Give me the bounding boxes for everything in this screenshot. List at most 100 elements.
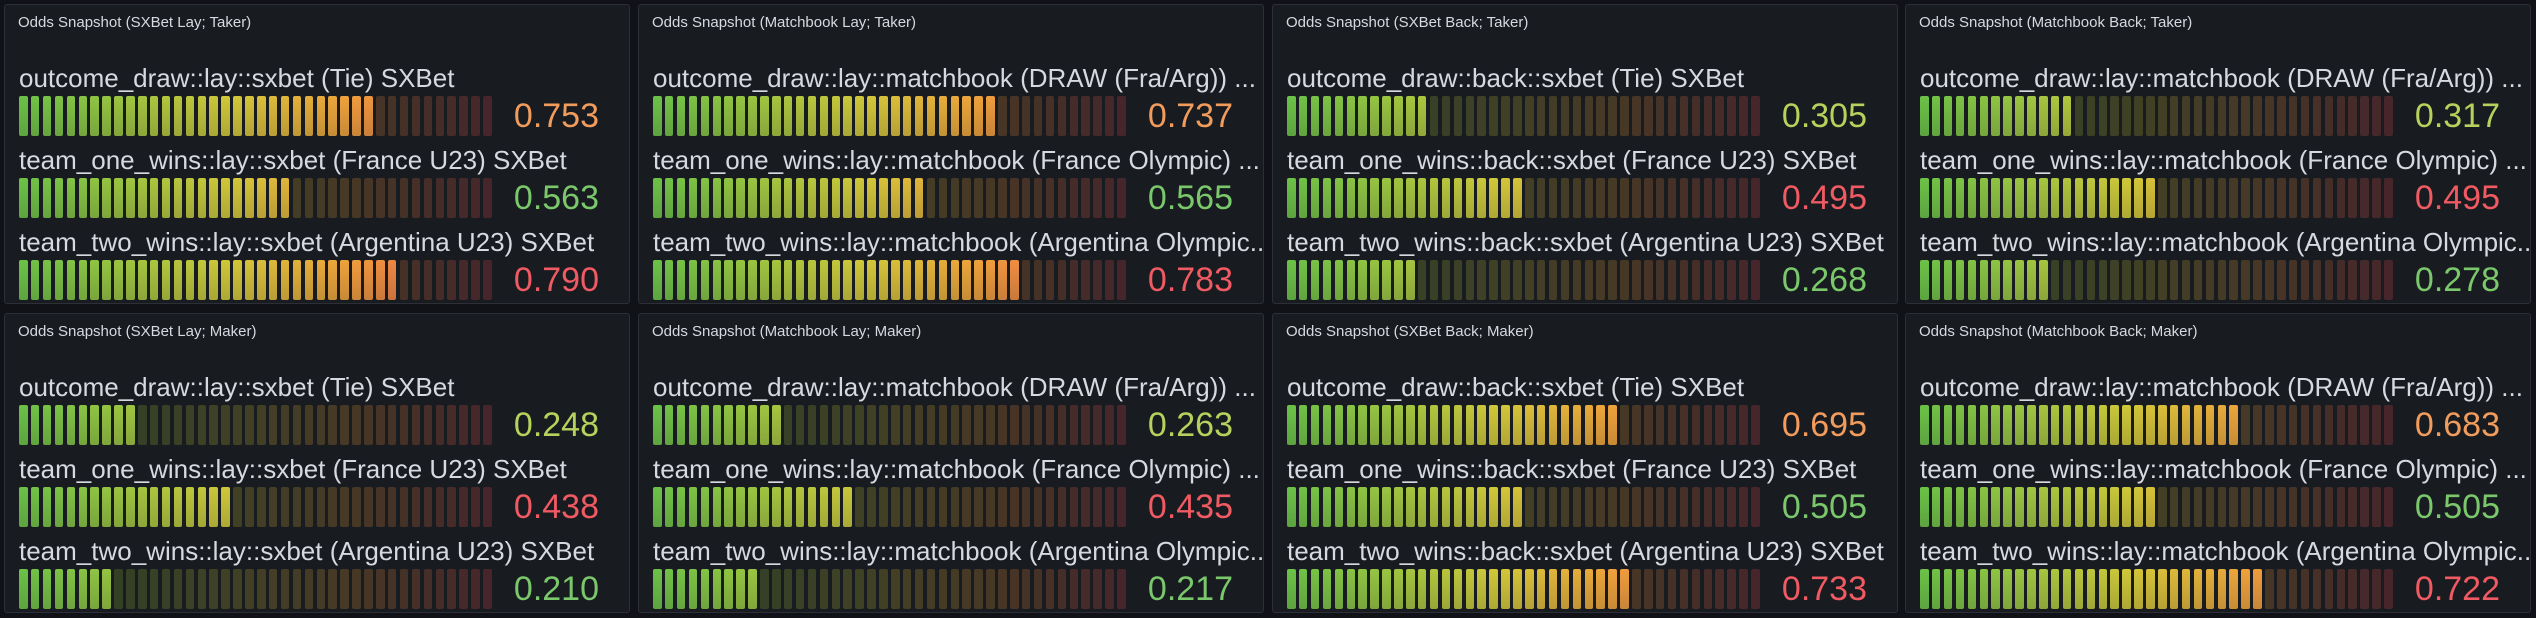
gauge-cell-unlit: [233, 569, 242, 609]
gauge-cell-unlit: [2193, 178, 2203, 218]
gauge-cell-unlit: [1596, 260, 1605, 300]
gauge-cell-lit: [2050, 487, 2060, 527]
gauge-cell-unlit: [1751, 569, 1760, 609]
gauge-cell-lit: [2169, 569, 2179, 609]
gauge-cell-unlit: [902, 569, 912, 609]
panel-title[interactable]: Odds Snapshot (Matchbook Lay; Taker): [652, 14, 917, 31]
gauge-cell-lit: [2193, 405, 2203, 445]
gauge-panel: Odds Snapshot (Matchbook Lay; Maker) outc…: [638, 313, 1264, 613]
panel-title[interactable]: Odds Snapshot (Matchbook Back; Taker): [1919, 14, 2193, 31]
gauge-cell-unlit: [423, 96, 433, 136]
gauge-bar: [19, 487, 494, 527]
gauge-cell-unlit: [1667, 569, 1677, 609]
panel-title[interactable]: Odds Snapshot (Matchbook Back; Maker): [1919, 323, 2198, 340]
gauge-cell-unlit: [1045, 178, 1055, 218]
panel-title[interactable]: Odds Snapshot (SXBet Lay; Taker): [18, 14, 252, 31]
gauge-cell-lit: [1608, 405, 1617, 445]
gauge-cell-unlit: [2324, 569, 2334, 609]
gauge-cell-lit: [2181, 569, 2191, 609]
gauge-label: team_two_wins::lay::sxbet (Argentina U23…: [19, 536, 595, 566]
gauge-cell-lit: [221, 487, 230, 527]
gauge-cell-lit: [2086, 178, 2096, 218]
gauge-cell-lit: [1536, 569, 1546, 609]
gauge-cell-unlit: [1608, 260, 1617, 300]
gauge-cell-unlit: [831, 569, 841, 609]
gauge-cell-lit: [78, 569, 88, 609]
gauge-cell-unlit: [2241, 487, 2250, 527]
panel-title[interactable]: Odds Snapshot (Matchbook Lay; Maker): [652, 323, 922, 340]
gauge-cell-unlit: [1548, 178, 1558, 218]
gauge-cell-lit: [1334, 487, 1344, 527]
gauge-cell-lit: [1394, 569, 1403, 609]
gauge-cell-lit: [126, 96, 135, 136]
gauge-cell-lit: [340, 96, 349, 136]
gauge-bar: [19, 96, 494, 136]
gauge-cell-unlit: [411, 569, 421, 609]
gauge-cell-unlit: [2205, 260, 2215, 300]
gauge-cell-unlit: [1679, 260, 1689, 300]
gauge-cell-lit: [233, 178, 242, 218]
gauge-cell-unlit: [867, 487, 876, 527]
gauge-cell-lit: [352, 96, 361, 136]
gauge-panel: Odds Snapshot (Matchbook Back; Maker) out…: [1905, 313, 2531, 613]
gauge-cell-unlit: [257, 569, 266, 609]
gauge-cell-lit: [185, 178, 195, 218]
gauge-cell-lit: [1322, 569, 1332, 609]
gauge-cell-lit: [1608, 569, 1617, 609]
panel-title[interactable]: Odds Snapshot (SXBet Back; Maker): [1286, 323, 1534, 340]
gauge-cell-unlit: [399, 487, 409, 527]
gauge-cell-lit: [1991, 569, 2000, 609]
gauge-label: team_one_wins::back::sxbet (France U23) …: [1287, 145, 1857, 175]
gauge-cell-lit: [1525, 569, 1534, 609]
gauge-cell-lit: [1991, 178, 2000, 218]
gauge-cell-lit: [879, 178, 888, 218]
gauge-cell-lit: [831, 178, 841, 218]
gauge-cell-lit: [2217, 405, 2227, 445]
gauge-cell-lit: [1967, 178, 1977, 218]
gauge-cell-unlit: [1441, 96, 1451, 136]
gauge-cell-unlit: [1739, 96, 1748, 136]
gauge-bar: [19, 569, 494, 609]
gauge-cell-lit: [233, 96, 242, 136]
gauge-cell-lit: [257, 260, 266, 300]
gauge-cell-lit: [819, 260, 829, 300]
gauge-cell-lit: [986, 260, 995, 300]
gauge-cell-lit: [1346, 487, 1356, 527]
gauge-cell-lit: [78, 178, 88, 218]
gauge-cell-unlit: [114, 569, 123, 609]
gauge-cell-unlit: [1117, 96, 1126, 136]
gauge-cell-unlit: [304, 178, 314, 218]
gauge-cell-unlit: [1739, 405, 1748, 445]
gauge-cell-lit: [1536, 405, 1546, 445]
gauge-row: outcome_draw::back::sxbet (Tie) SXBet 0.3…: [1273, 62, 1897, 157]
gauge-cell-unlit: [2348, 569, 2357, 609]
gauge-cell-lit: [161, 96, 171, 136]
gauge-value: 0.695: [1781, 406, 1867, 444]
gauge-cell-unlit: [280, 569, 290, 609]
gauge-cell-lit: [1513, 405, 1522, 445]
gauge-cell-unlit: [1608, 96, 1617, 136]
gauge-cell-lit: [688, 405, 698, 445]
gauge-cell-unlit: [376, 487, 385, 527]
gauge-cell-lit: [938, 260, 948, 300]
gauge-cell-unlit: [447, 569, 456, 609]
gauge-cell-lit: [149, 487, 159, 527]
gauge-cell-unlit: [2265, 96, 2274, 136]
gauge-cell-lit: [2027, 260, 2036, 300]
gauge-cell-unlit: [1093, 569, 1102, 609]
gauge-cell-lit: [2074, 405, 2084, 445]
panel-title[interactable]: Odds Snapshot (SXBet Lay; Maker): [18, 323, 257, 340]
gauge-cell-unlit: [447, 260, 456, 300]
gauge-cell-lit: [2169, 405, 2179, 445]
gauge-cell-unlit: [998, 96, 1007, 136]
panel-title[interactable]: Odds Snapshot (SXBet Back; Taker): [1286, 14, 1529, 31]
gauge-cell-unlit: [1453, 260, 1463, 300]
gauge-cell-lit: [950, 260, 960, 300]
gauge-cell-lit: [1584, 569, 1594, 609]
gauge-cell-unlit: [1010, 178, 1019, 218]
gauge-cell-unlit: [1620, 405, 1629, 445]
gauge-cell-lit: [1310, 569, 1320, 609]
gauge-cell-lit: [974, 260, 983, 300]
gauge-cell-lit: [724, 178, 733, 218]
gauge-bar: [1920, 487, 2395, 527]
